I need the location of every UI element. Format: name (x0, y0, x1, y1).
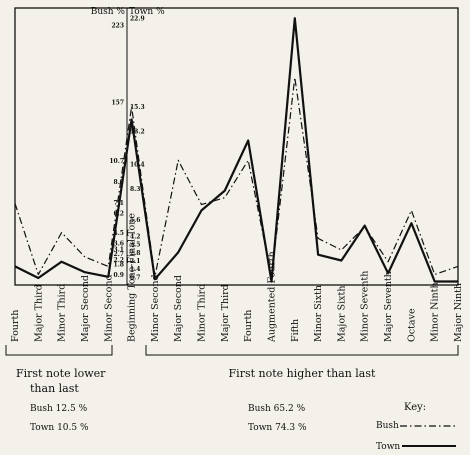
y-label-bush-7: 3.6 (114, 241, 124, 248)
key-bush-label: Bush (376, 421, 399, 431)
group-lower-bush: Bush 12.5 % (30, 404, 88, 414)
y-label-town-0: 22.9 (130, 16, 145, 23)
y-label-town-8: 2.8 (130, 250, 140, 257)
x-label-0: Fourth (10, 310, 21, 342)
y-label-bush-5: 6.2 (114, 210, 124, 217)
x-label-13: Minor Sixth (313, 285, 324, 342)
y-label-town-6: 4.2 (130, 234, 140, 241)
y-label-bush-0: 223 (111, 23, 124, 30)
y-label-town-2: 13.2 (130, 129, 145, 136)
y-label-bush-6: 4.5 (114, 230, 124, 237)
axis-header-town: Town % (129, 7, 165, 17)
y-label-bush-11: 1.8 (114, 262, 124, 269)
y-label-town-9: 2.1 (130, 258, 140, 265)
x-label-5: Beginning Tone-Final Tone (127, 213, 138, 342)
group-higher-bush: Bush 65.2 % (248, 404, 306, 414)
x-label-16: Major Seventh (383, 271, 394, 342)
x-label-14: Major Sixth (336, 286, 347, 342)
group-higher-town: Town 74.3 % (248, 423, 307, 433)
group-lower-town: Town 10.5 % (30, 423, 89, 433)
group-higher-label-0: First note higher than last (229, 367, 376, 380)
group-bracket-lower (5, 345, 113, 356)
bush-series-line (14, 76, 459, 278)
x-label-15: Minor Seventh (360, 271, 371, 342)
x-label-8: Minor Third (197, 284, 208, 342)
group-lower-label-1: than last (30, 382, 79, 395)
y-label-town-7: 3.5 (130, 242, 140, 249)
y-label-town-11: 0.7 (130, 274, 140, 281)
y-label-town-1: 15.3 (130, 104, 145, 111)
key-town-label: Town (376, 442, 400, 452)
y-label-town-10: 1.4 (130, 266, 140, 273)
town-series-line (14, 17, 458, 283)
x-label-4: Minor Second (103, 274, 114, 342)
y-label-town-5: 5.6 (130, 217, 140, 224)
x-label-17: Octave (406, 308, 417, 342)
group-lower-label-0: First note lower (16, 367, 106, 380)
y-label-bush-9: 2.7 (114, 251, 124, 258)
plot-frame (14, 7, 459, 286)
y-label-town-4: 8.3 (130, 186, 140, 193)
y-label-bush-12: 0.9 (114, 272, 124, 279)
x-label-18: Minor Ninth (430, 282, 441, 342)
y-label-bush-2: 10.7 (109, 158, 124, 165)
group-labels: First note lower than last Bush 12.5 % Town… (16, 367, 376, 433)
x-axis-labels: Fourth Major Third Minor Third Major Second… (10, 213, 464, 343)
y-label-bush-8: 3.1 (114, 246, 124, 253)
x-label-7: Major Second (173, 275, 184, 342)
y-label-bush-10: 2.2 (114, 257, 124, 264)
y-label-bush-1: 157 (111, 100, 124, 107)
key-title: Key: (404, 402, 426, 413)
x-label-1: Major Third (33, 284, 44, 342)
x-label-2: Minor Third (57, 284, 68, 342)
x-label-6: Minor Second (150, 274, 161, 342)
x-label-12: Fifth (290, 319, 301, 342)
group-bracket-higher (145, 345, 459, 356)
x-label-19: Major Ninth (453, 283, 464, 342)
y-label-bush-3: 8.9 (114, 179, 124, 186)
x-label-3: Major Second (80, 275, 91, 342)
x-label-10: Fourth (243, 310, 254, 342)
x-label-11: Augmented Fourth (267, 251, 278, 343)
x-label-9: Major Third (220, 284, 231, 342)
axis-header-bush: Bush % (91, 7, 126, 17)
